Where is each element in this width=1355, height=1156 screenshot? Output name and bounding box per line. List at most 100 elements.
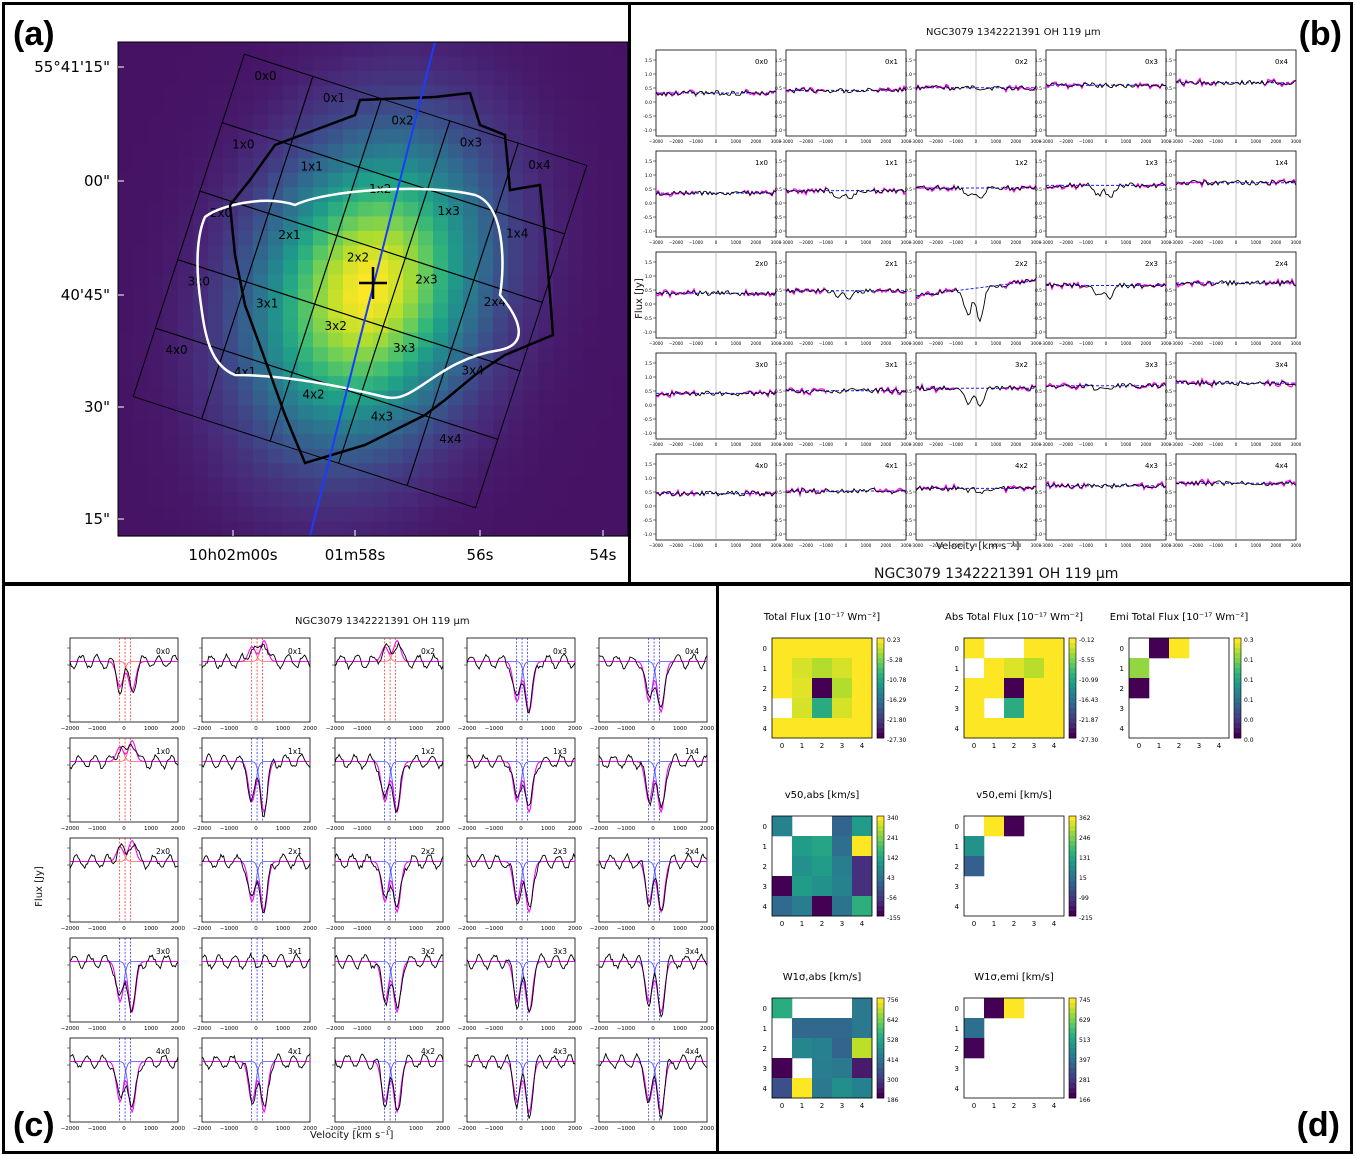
image-pixel bbox=[223, 114, 239, 130]
y-tick-label: 1.0 bbox=[1035, 274, 1042, 280]
image-pixel bbox=[358, 303, 374, 319]
image-pixel bbox=[133, 71, 149, 87]
colorbar-segment bbox=[877, 1003, 884, 1009]
colorbar-label: 281 bbox=[1079, 1077, 1091, 1084]
spectrum-line bbox=[655, 490, 777, 497]
image-pixel bbox=[388, 42, 404, 58]
colorbar-segment bbox=[1069, 826, 1076, 832]
fit-subplot: 4x3−2000 −1000 0 1000 2000 bbox=[458, 1037, 582, 1132]
image-pixel bbox=[298, 172, 314, 188]
colorbar-segment bbox=[1234, 653, 1241, 659]
colorbar-segment bbox=[877, 663, 884, 669]
image-pixel bbox=[358, 361, 374, 377]
map-cell bbox=[832, 658, 853, 679]
image-pixel bbox=[418, 390, 434, 406]
y-tick-label: 0.5 bbox=[1165, 288, 1172, 294]
image-pixel bbox=[433, 434, 449, 450]
colorbar-segment bbox=[877, 658, 884, 664]
image-pixel bbox=[178, 390, 194, 406]
image-pixel bbox=[478, 245, 494, 261]
y-tick-label: 1.0 bbox=[1035, 72, 1042, 78]
image-pixel bbox=[373, 376, 389, 392]
image-pixel bbox=[133, 318, 149, 334]
x-tick-label: −2000 bbox=[1059, 341, 1074, 346]
image-pixel bbox=[268, 477, 284, 494]
spectrum-line bbox=[915, 485, 1037, 495]
image-pixel bbox=[118, 56, 134, 72]
x-tick-label: −1000 bbox=[949, 240, 964, 245]
image-pixel bbox=[193, 434, 209, 450]
image-pixel bbox=[448, 245, 464, 261]
image-pixel bbox=[493, 201, 509, 217]
y-tick-label: -1.0 bbox=[903, 128, 912, 134]
spaxel-label: 2x3 bbox=[415, 273, 437, 287]
image-pixel bbox=[133, 143, 149, 159]
spaxel-label: 0x0 bbox=[254, 69, 276, 83]
image-pixel bbox=[178, 230, 194, 247]
image-pixel bbox=[613, 521, 628, 537]
x-tick-label: 3000 bbox=[1031, 139, 1042, 144]
y-tick-label: 0.0 bbox=[1035, 504, 1042, 510]
x-tick-label: 1000 bbox=[276, 926, 290, 932]
image-pixel bbox=[268, 463, 284, 479]
y-tick-label: 1.5 bbox=[645, 361, 652, 367]
image-pixel bbox=[493, 332, 509, 348]
image-pixel bbox=[553, 448, 569, 464]
colorbar-segment bbox=[877, 846, 884, 852]
x-tick-label: 3000 bbox=[1161, 442, 1172, 447]
y-tick-label: 0.0 bbox=[1165, 302, 1172, 308]
image-pixel bbox=[253, 303, 269, 319]
map-x-tick: 4 bbox=[1217, 742, 1222, 750]
subplot-label: 0x0 bbox=[755, 58, 768, 66]
panel-b-label: (b) bbox=[1298, 15, 1342, 53]
colorbar-segment bbox=[1069, 1038, 1076, 1044]
colorbar-label: 0.23 bbox=[887, 637, 901, 644]
map-cell bbox=[832, 1078, 853, 1099]
colorbar-label: 513 bbox=[1079, 1037, 1091, 1044]
y-tick-label: 1.0 bbox=[1165, 274, 1172, 280]
x-tick-label: 0 bbox=[122, 726, 126, 732]
image-pixel bbox=[403, 56, 419, 72]
image-pixel bbox=[298, 521, 314, 537]
map-cell bbox=[812, 896, 833, 917]
map-cell bbox=[812, 1058, 833, 1079]
spectrum-line bbox=[1175, 379, 1297, 387]
image-pixel bbox=[118, 492, 134, 508]
x-tick-label: 1000 bbox=[1251, 240, 1262, 245]
colorbar-segment bbox=[877, 816, 884, 822]
image-pixel bbox=[238, 521, 254, 537]
image-pixel bbox=[388, 230, 404, 247]
x-tick-label: −1000 bbox=[949, 139, 964, 144]
y-tick-label: 0.0 bbox=[905, 504, 912, 510]
image-pixel bbox=[478, 448, 494, 464]
colorbar-segment bbox=[877, 648, 884, 654]
x-tick-label: 2000 bbox=[881, 240, 892, 245]
image-pixel bbox=[133, 463, 149, 479]
map-cell bbox=[812, 1038, 833, 1059]
image-pixel bbox=[568, 56, 584, 72]
x-tick-label: −2000 bbox=[669, 240, 684, 245]
x-tick-label: 2000 bbox=[751, 139, 762, 144]
image-pixel bbox=[253, 42, 269, 58]
image-pixel bbox=[403, 230, 419, 247]
x-tick-label: 0 bbox=[254, 826, 258, 832]
image-pixel bbox=[418, 463, 434, 479]
image-pixel bbox=[268, 419, 284, 435]
x-tick-label: −3000 bbox=[909, 139, 924, 144]
image-pixel bbox=[118, 158, 134, 174]
image-pixel bbox=[373, 143, 389, 159]
image-pixel bbox=[343, 158, 359, 174]
image-pixel bbox=[523, 477, 539, 494]
colorbar-segment bbox=[1069, 876, 1076, 882]
x-tick-label: 0 bbox=[122, 1126, 126, 1132]
image-pixel bbox=[223, 143, 239, 159]
image-pixel bbox=[613, 201, 628, 217]
y-tick-label: 1.0 bbox=[775, 375, 782, 381]
image-pixel bbox=[448, 347, 464, 363]
map-x-tick: 3 bbox=[840, 1102, 844, 1110]
image-pixel bbox=[223, 332, 239, 348]
image-pixel bbox=[433, 201, 449, 217]
image-pixel bbox=[298, 71, 314, 87]
image-pixel bbox=[583, 56, 599, 72]
